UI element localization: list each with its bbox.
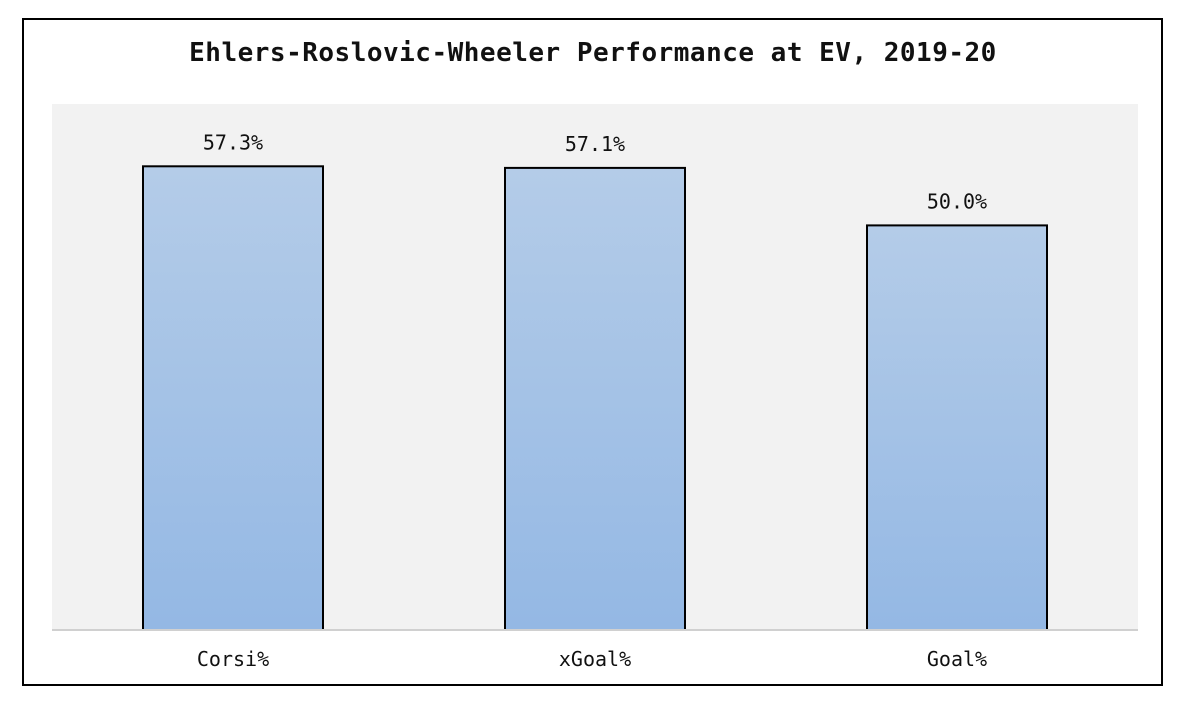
bar-goal-pct (866, 224, 1048, 631)
bar-corsi-pct (142, 165, 324, 632)
chart-title: Ehlers-Roslovic-Wheeler Performance at E… (189, 38, 997, 68)
value-label-goal-pct: 50.0% (927, 189, 987, 213)
value-labels-layer: 57.3% 57.1% 50.0% (203, 130, 987, 213)
bar-xgoal-pct (504, 166, 686, 631)
value-label-xgoal-pct: 57.1% (565, 132, 625, 156)
value-label-corsi-pct: 57.3% (203, 130, 263, 154)
tick-label-goal-pct: Goal% (927, 647, 987, 671)
tick-label-xgoal-pct: xGoal% (559, 647, 631, 671)
tick-label-corsi-pct: Corsi% (197, 647, 269, 671)
tick-labels-layer: Corsi% xGoal% Goal% (197, 647, 987, 671)
bars-layer (142, 165, 1048, 632)
